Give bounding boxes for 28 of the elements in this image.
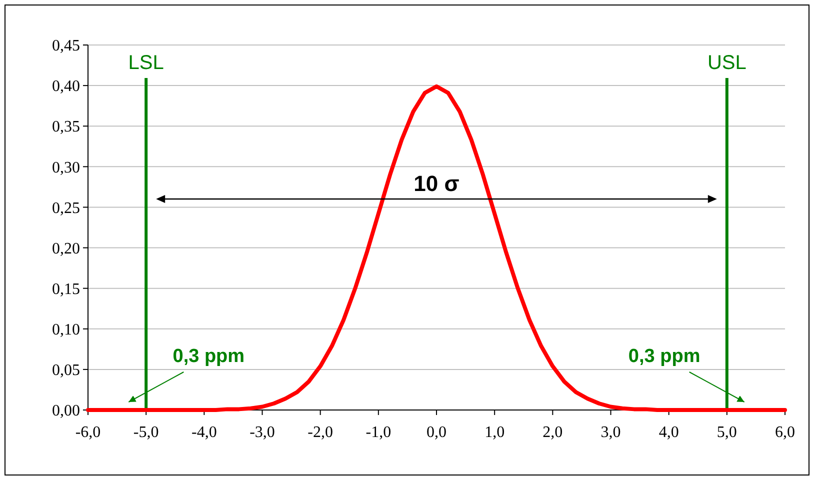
y-tick-label: 0,20	[52, 240, 80, 258]
x-tick-label: -2,0	[308, 424, 333, 441]
x-tick-label: -3,0	[250, 424, 275, 441]
x-tick-label: 1,0	[484, 424, 505, 441]
ref-line-label: LSL	[128, 52, 164, 74]
x-tick-label: 4,0	[658, 424, 679, 441]
x-tick-label: 2,0	[542, 424, 563, 441]
y-tick-label: 0,10	[52, 321, 80, 338]
ref-line-label: USL	[707, 52, 746, 74]
x-tick-label: 0,0	[426, 424, 446, 441]
x-tick-label: 6,0	[775, 424, 795, 441]
x-tick-label: 5,0	[716, 424, 737, 441]
y-tick-label: 0,25	[52, 200, 80, 217]
y-tick-label: 0,35	[52, 118, 80, 136]
annotation: 0,3 ppm	[628, 346, 700, 367]
x-tick-label: 3,0	[600, 424, 621, 441]
y-tick-label: 0,45	[52, 38, 80, 55]
x-tick-label: -1,0	[366, 424, 392, 441]
y-tick-label: 0,40	[52, 78, 80, 96]
y-tick-label: 0,30	[52, 159, 80, 176]
x-tick-label: -4,0	[192, 424, 217, 441]
y-tick-label: 0,00	[52, 402, 80, 420]
annotation: 0,3 ppm	[172, 346, 245, 367]
y-tick-label: 0,05	[52, 362, 80, 380]
annotation: 10 σ	[414, 171, 460, 196]
x-tick-label: -6,0	[75, 424, 101, 441]
y-tick-label: 0,15	[52, 280, 80, 298]
x-tick-label: -5,0	[133, 424, 159, 441]
